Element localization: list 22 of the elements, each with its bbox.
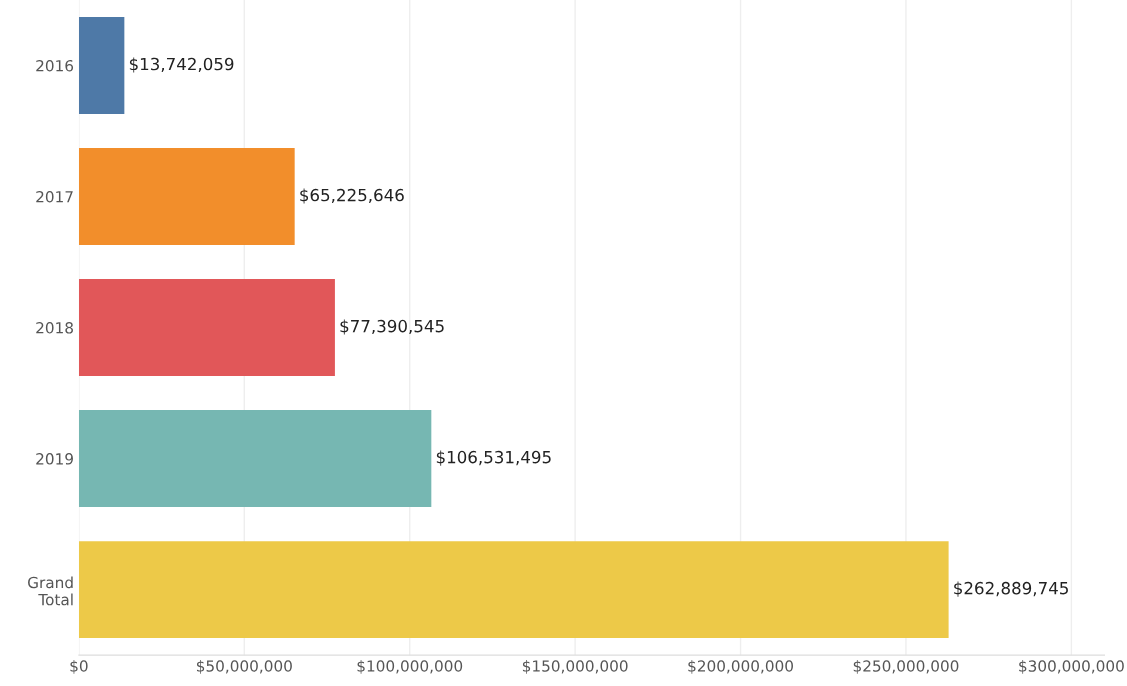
- data-label: $106,531,495: [436, 450, 551, 466]
- x-tick-label: $250,000,000: [853, 659, 959, 674]
- data-label: $262,889,745: [954, 581, 1068, 597]
- bar: [78, 410, 432, 508]
- x-tick-label: $300,000,000: [1019, 659, 1124, 674]
- data-label: $13,742,059: [129, 57, 234, 73]
- x-tick-label: $100,000,000: [357, 659, 463, 674]
- data-label: $65,225,646: [300, 188, 404, 204]
- x-tick-label: $200,000,000: [688, 659, 793, 674]
- bar: [78, 541, 949, 639]
- x-tick-label: $50,000,000: [196, 659, 292, 674]
- y-tick-label: 2018: [36, 322, 73, 334]
- x-tick-label: $150,000,000: [522, 659, 628, 674]
- x-tick-label: $0: [70, 659, 88, 674]
- y-tick-label: 2016: [36, 59, 74, 72]
- bar: [78, 279, 335, 377]
- bar: [78, 148, 295, 246]
- bar: [78, 17, 125, 114]
- y-tick-label: 2017: [36, 191, 73, 203]
- data-label: $77,390,545: [340, 319, 444, 335]
- y-tick-label: 2019: [36, 453, 73, 465]
- y-tick-label: Grand Total: [28, 576, 73, 606]
